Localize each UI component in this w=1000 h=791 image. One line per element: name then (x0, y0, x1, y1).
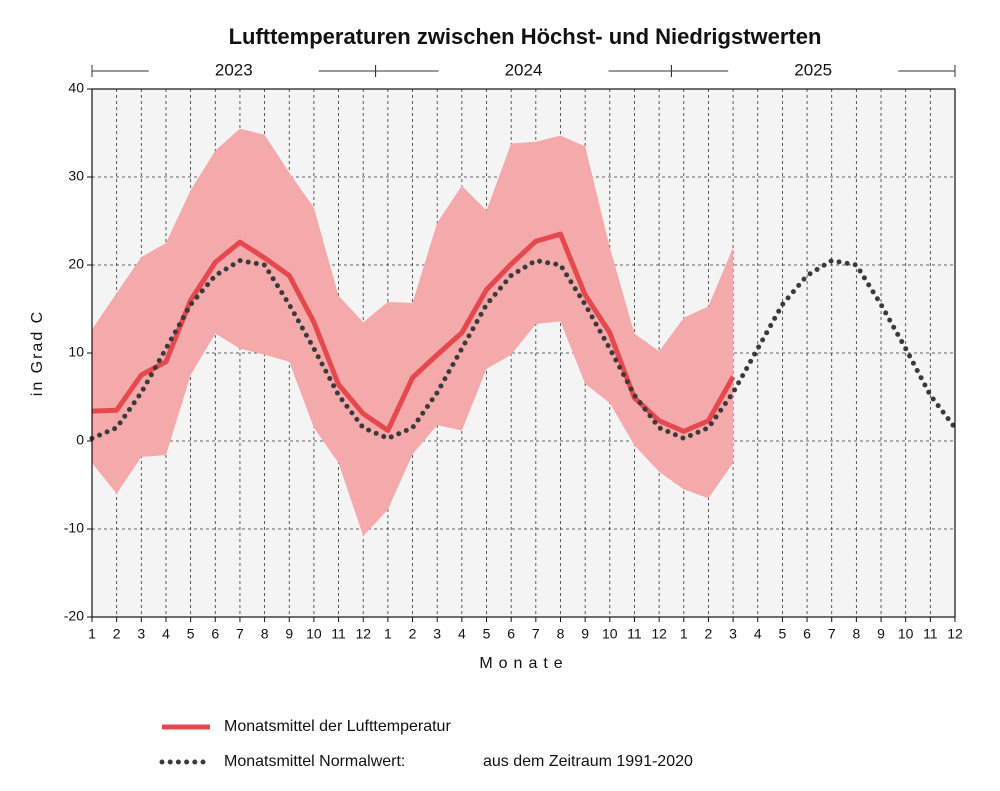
x-tick-label: 9 (877, 626, 885, 642)
y-tick-label: 30 (68, 168, 84, 184)
x-tick-label: 11 (331, 626, 346, 642)
y-tick-label: 20 (68, 256, 84, 272)
legend-label: Monatsmittel der Lufttemperatur (224, 718, 451, 735)
x-tick-label: 9 (285, 626, 293, 642)
x-tick-label: 4 (458, 626, 466, 642)
x-tick-label: 10 (602, 626, 618, 642)
x-tick-label: 3 (729, 626, 737, 642)
x-tick-label: 7 (828, 626, 836, 642)
x-tick-label: 1 (680, 626, 688, 642)
y-tick-label: -10 (64, 520, 84, 536)
x-tick-label: 3 (433, 626, 441, 642)
x-tick-label: 4 (754, 626, 762, 642)
y-tick-label: 40 (68, 80, 84, 96)
plot (89, 89, 958, 617)
chart-title: Lufttemperaturen zwischen Höchst- und Ni… (229, 24, 822, 49)
range-band (92, 128, 734, 537)
year-label: 2024 (505, 60, 543, 79)
legend-note: aus dem Zeitraum 1991-2020 (483, 753, 693, 770)
x-tick-label: 11 (627, 626, 642, 642)
x-tick-label: 8 (852, 626, 860, 642)
x-tick-label: 1 (384, 626, 392, 642)
x-tick-label: 7 (236, 626, 244, 642)
x-axis-label: Monate (479, 655, 568, 672)
x-tick-label: 6 (507, 626, 515, 642)
series-line (89, 257, 958, 442)
legend-label: Monatsmittel Normalwert: (224, 753, 405, 770)
x-tick-label: 5 (187, 626, 195, 642)
y-axis-label: in Grad C (29, 310, 46, 396)
year-label: 2025 (794, 60, 832, 79)
x-tick-label: 7 (532, 626, 540, 642)
x-tick-label: 11 (923, 626, 938, 642)
x-tick-label: 9 (581, 626, 589, 642)
x-tick-label: 10 (898, 626, 914, 642)
y-tick-label: -20 (64, 608, 84, 624)
x-tick-label: 10 (306, 626, 322, 642)
x-tick-label: 6 (803, 626, 811, 642)
series-line (91, 231, 736, 434)
x-tick-label: 2 (705, 626, 713, 642)
x-tick-label: 12 (355, 626, 371, 642)
y-tick-label: 10 (68, 344, 84, 360)
x-tick-label: 5 (779, 626, 787, 642)
x-tick-label: 3 (137, 626, 145, 642)
x-tick-label: 2 (113, 626, 121, 642)
x-tick-label: 12 (947, 626, 963, 642)
x-tick-label: 6 (211, 626, 219, 642)
y-tick-label: 0 (76, 432, 84, 448)
x-tick-label: 2 (409, 626, 417, 642)
x-tick-label: 4 (162, 626, 170, 642)
x-tick-label: 12 (651, 626, 667, 642)
x-tick-label: 1 (88, 626, 96, 642)
x-tick-label: 8 (557, 626, 565, 642)
x-tick-label: 5 (483, 626, 491, 642)
year-label: 2023 (215, 60, 253, 79)
x-tick-label: 8 (261, 626, 269, 642)
